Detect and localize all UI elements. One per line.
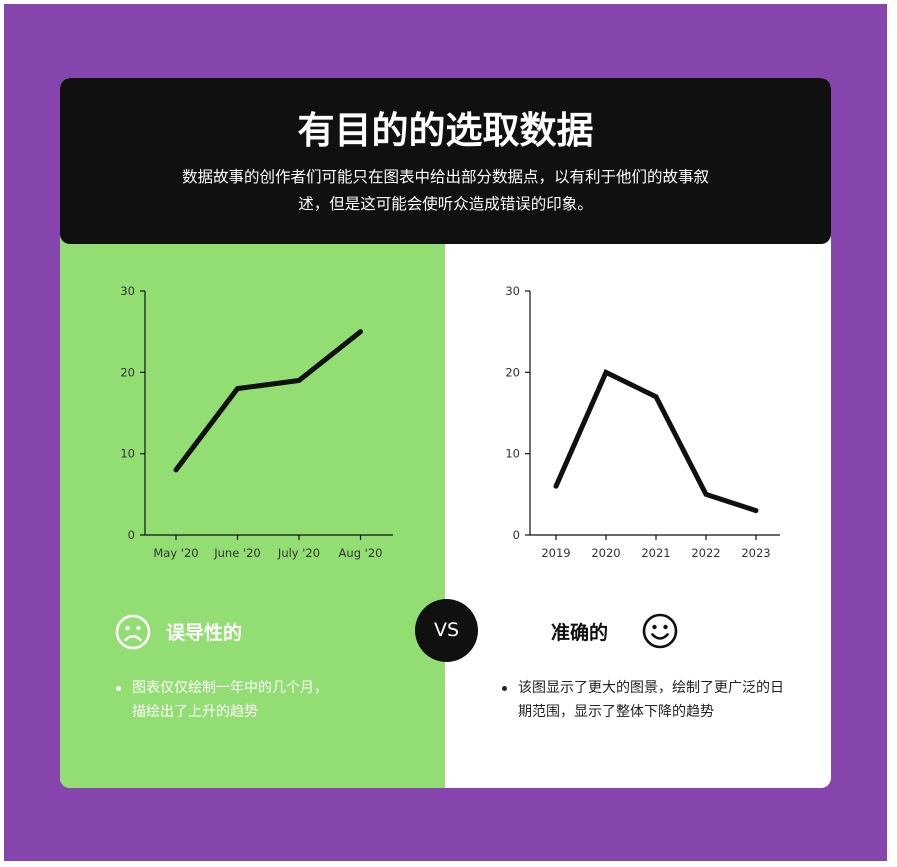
page-subtitle: 数据故事的创作者们可能只在图表中给出部分数据点，以有利于他们的故事叙述，但是这可… (181, 168, 709, 213)
x-tick-label: 2019 (541, 546, 570, 560)
y-tick-label: 0 (513, 528, 520, 542)
misleading-bullet-text: 图表仅仅绘制一年中的几个月，描绘出了上升的趋势 (132, 680, 328, 720)
y-tick-label: 30 (505, 284, 520, 298)
series-line (173, 329, 363, 473)
accurate-bullet: 该图显示了更大的图景，绘制了更广泛的日期范围，显示了整体下降的趋势 (502, 676, 787, 724)
sad-face-icon (115, 614, 151, 650)
x-tick-label: Aug '20 (339, 546, 383, 560)
series-line (553, 368, 759, 514)
infographic-card: 有目的的选取数据 数据故事的创作者们可能只在图表中给出部分数据点，以有利于他们的… (60, 78, 831, 788)
bullet-dot (502, 686, 507, 691)
vs-badge: VS (415, 599, 478, 662)
x-tick-label: June '20 (213, 546, 261, 560)
y-tick-label: 10 (505, 447, 520, 461)
page-title: 有目的的选取数据 (297, 109, 594, 152)
y-tick-label: 10 (120, 447, 135, 461)
y-tick-label: 20 (120, 365, 135, 379)
misleading-label: 误导性的 (166, 622, 243, 644)
accurate-label: 准确的 (551, 622, 609, 644)
x-tick-label: 2020 (591, 546, 620, 560)
x-tick-label: 2022 (691, 546, 720, 560)
y-tick-label: 30 (120, 284, 135, 298)
misleading-line-chart: 0 10 20 30 May '20 June '20 July '20 Aug '20 (120, 284, 393, 560)
x-tick-label: 2023 (741, 546, 770, 560)
bullet-dot (116, 686, 121, 691)
y-tick-label: 20 (505, 365, 520, 379)
header-banner: 有目的的选取数据 数据故事的创作者们可能只在图表中给出部分数据点，以有利于他们的… (60, 78, 831, 244)
accurate-bullet-text: 该图显示了更大的图景，绘制了更广泛的日期范围，显示了整体下降的趋势 (518, 680, 784, 720)
smiley-face-icon (642, 613, 678, 649)
y-tick-label: 0 (128, 528, 135, 542)
accurate-line-chart: 0 10 20 30 2019 2020 2021 2022 2023 (505, 284, 780, 560)
x-tick-label: 2021 (641, 546, 670, 560)
misleading-bullet: 图表仅仅绘制一年中的几个月，描绘出了上升的趋势 (116, 676, 338, 724)
x-tick-label: July '20 (277, 546, 320, 560)
x-tick-label: May '20 (153, 546, 198, 560)
